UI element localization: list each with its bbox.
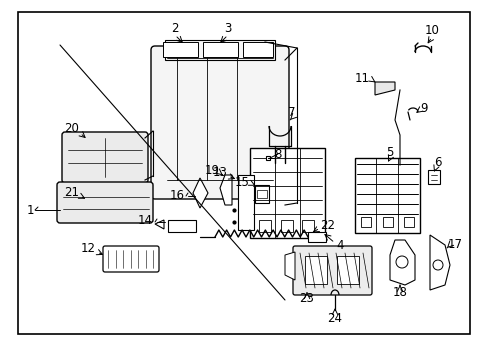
Text: 4: 4 xyxy=(336,239,343,252)
Circle shape xyxy=(395,256,407,268)
Bar xyxy=(360,217,370,227)
Bar xyxy=(336,256,358,284)
Bar xyxy=(168,220,196,232)
Bar xyxy=(249,148,325,238)
Text: 9: 9 xyxy=(419,102,427,114)
Bar xyxy=(259,220,270,232)
FancyBboxPatch shape xyxy=(151,46,288,199)
Bar xyxy=(305,256,326,284)
Text: 8: 8 xyxy=(274,148,281,161)
Bar xyxy=(238,175,253,230)
Text: 3: 3 xyxy=(224,22,231,35)
Circle shape xyxy=(432,260,442,270)
Text: 10: 10 xyxy=(424,23,439,36)
FancyBboxPatch shape xyxy=(62,132,148,183)
Text: 7: 7 xyxy=(287,105,295,118)
Bar xyxy=(163,42,198,57)
Text: 24: 24 xyxy=(327,311,342,324)
Text: 6: 6 xyxy=(433,156,441,168)
Text: 21: 21 xyxy=(64,185,80,198)
Bar xyxy=(427,170,439,184)
FancyBboxPatch shape xyxy=(292,246,371,295)
Polygon shape xyxy=(193,178,207,208)
Bar xyxy=(254,185,268,203)
Text: 14: 14 xyxy=(137,213,152,226)
Text: 16: 16 xyxy=(169,189,184,202)
Text: 18: 18 xyxy=(392,285,407,298)
Text: 15: 15 xyxy=(234,176,249,189)
Bar xyxy=(302,220,313,232)
Bar xyxy=(281,220,292,232)
Bar xyxy=(403,217,413,227)
Text: 12: 12 xyxy=(81,242,95,255)
FancyBboxPatch shape xyxy=(103,246,159,272)
Polygon shape xyxy=(220,175,231,205)
Bar xyxy=(307,232,325,242)
Text: 13: 13 xyxy=(212,166,227,179)
Text: 11: 11 xyxy=(354,72,369,85)
Text: 19: 19 xyxy=(204,163,219,176)
Text: 20: 20 xyxy=(64,122,79,135)
Polygon shape xyxy=(285,252,294,280)
Text: 2: 2 xyxy=(171,22,179,35)
Bar xyxy=(203,42,238,57)
FancyBboxPatch shape xyxy=(57,182,153,223)
Polygon shape xyxy=(155,220,163,229)
Bar xyxy=(164,40,274,60)
Bar xyxy=(382,217,392,227)
Polygon shape xyxy=(429,235,449,290)
Text: 23: 23 xyxy=(299,292,314,305)
Text: 17: 17 xyxy=(447,238,462,251)
Bar xyxy=(243,42,272,57)
Text: 1: 1 xyxy=(26,203,34,216)
Bar xyxy=(354,158,419,233)
Bar xyxy=(257,190,266,198)
Text: 22: 22 xyxy=(320,219,335,231)
Bar xyxy=(18,12,469,334)
Polygon shape xyxy=(374,82,394,95)
Polygon shape xyxy=(389,240,414,285)
Text: 5: 5 xyxy=(386,145,393,158)
